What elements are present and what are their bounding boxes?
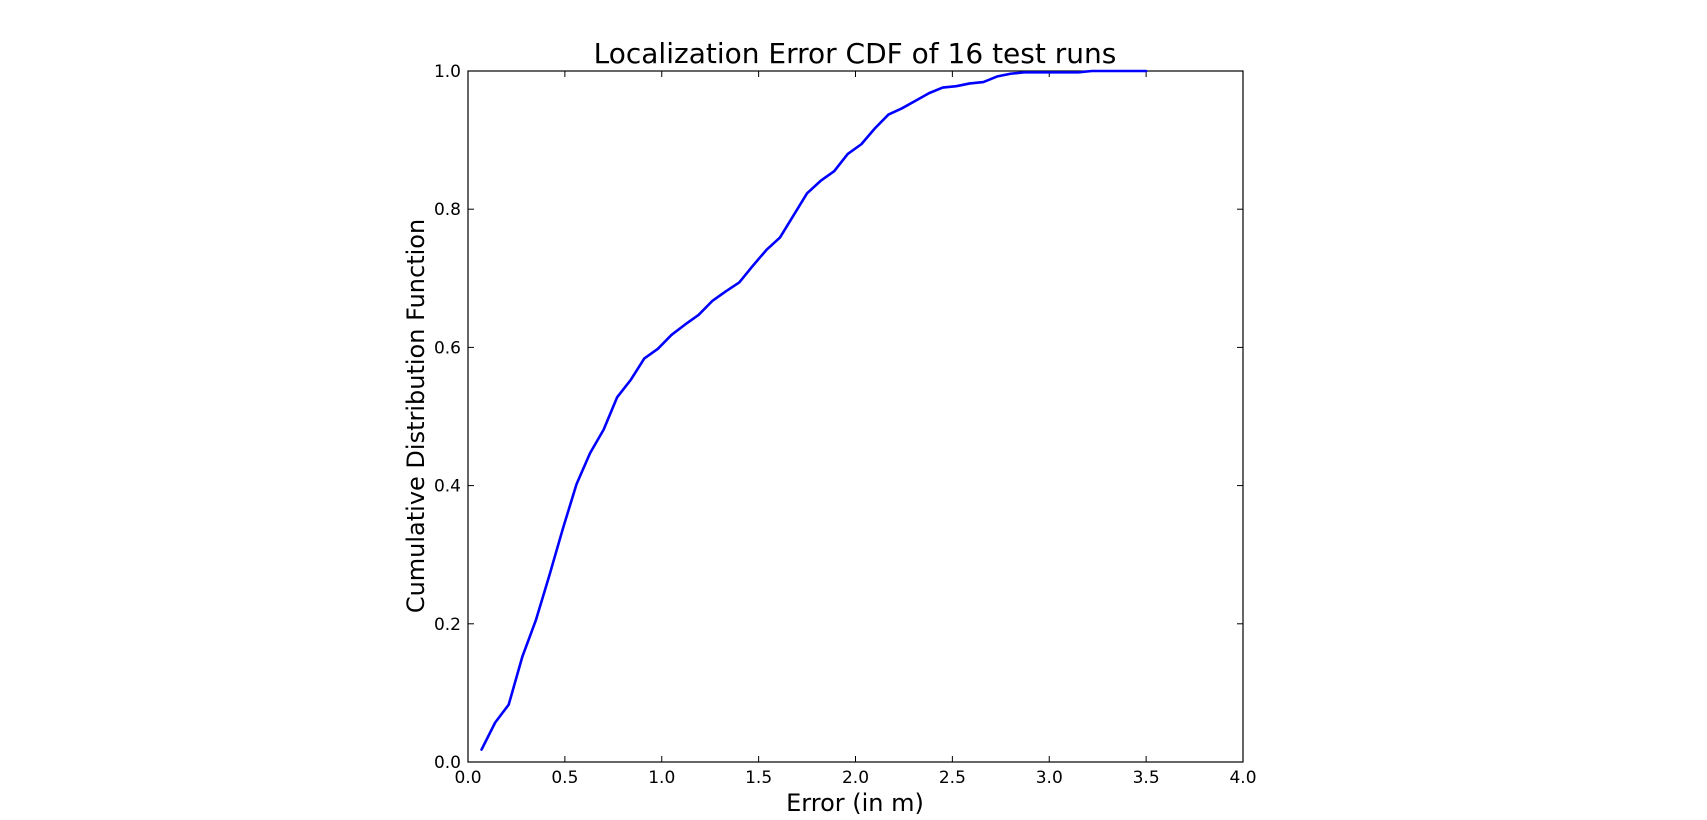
x-tick-label: 2.5 xyxy=(939,768,966,788)
x-tick-label: 1.0 xyxy=(648,768,675,788)
y-axis-title: Cumulative Distribution Function xyxy=(402,219,430,613)
chart-title: Localization Error CDF of 16 test runs xyxy=(594,37,1117,70)
y-tick-label: 0.6 xyxy=(434,338,461,358)
y-axis: 0.0 0.2 0.4 0.6 0.8 1.0 xyxy=(434,62,1243,773)
x-axis-title: Error (in m) xyxy=(786,789,924,815)
y-tick-label: 1.0 xyxy=(434,62,461,82)
x-axis: 0.0 0.5 1.0 1.5 2.0 2.5 3.0 3.5 4.0 xyxy=(454,71,1257,788)
x-tick-label: 0.0 xyxy=(454,768,481,788)
x-tick-label: 3.5 xyxy=(1133,768,1160,788)
y-tick-label: 0.0 xyxy=(434,753,461,773)
y-tick-label: 0.8 xyxy=(434,200,461,220)
y-tick-label: 0.2 xyxy=(434,615,461,635)
plot-area-frame xyxy=(467,70,1244,763)
x-tick-label: 1.5 xyxy=(745,768,772,788)
series-line-cdf xyxy=(480,69,1148,751)
x-tick-label: 2.0 xyxy=(842,768,869,788)
x-tick-label: 0.5 xyxy=(551,768,578,788)
y-tick-label: 0.4 xyxy=(434,477,461,497)
x-tick-label: 4.0 xyxy=(1229,768,1256,788)
x-tick-label: 3.0 xyxy=(1036,768,1063,788)
